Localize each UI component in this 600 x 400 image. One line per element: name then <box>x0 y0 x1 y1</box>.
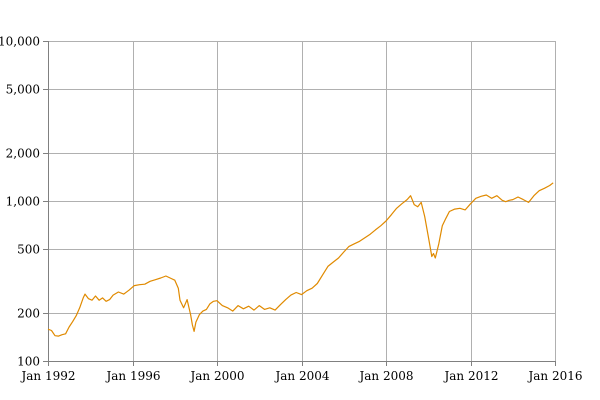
series-line <box>47 182 554 337</box>
x-tick-label: Jan 2000 <box>188 369 244 383</box>
y-tick-label: 2,000 <box>6 147 40 161</box>
grid <box>48 41 556 361</box>
x-tick-label: Jan 1992 <box>19 369 75 383</box>
y-tick-label: 5,000 <box>6 83 40 97</box>
series-group <box>47 182 554 337</box>
y-tick-label: 100 <box>17 355 40 369</box>
axes <box>43 41 556 366</box>
tick-labels: Jan 1992 Jan 1996 Jan 2000 Jan 2004 Jan 2008… <box>0 35 583 384</box>
x-tick-label: Jan 2016 <box>526 369 582 383</box>
x-tick-label: Jan 2012 <box>442 369 498 383</box>
x-tick-label: Jan 2004 <box>273 369 329 383</box>
y-tick-label: 10,000 <box>0 35 40 49</box>
x-tick-label: Jan 1996 <box>104 369 160 383</box>
y-tick-label: 200 <box>17 307 40 321</box>
x-tick-label: Jan 2008 <box>357 369 413 383</box>
y-tick-label: 1,000 <box>6 195 40 209</box>
y-tick-label: 500 <box>17 243 40 257</box>
